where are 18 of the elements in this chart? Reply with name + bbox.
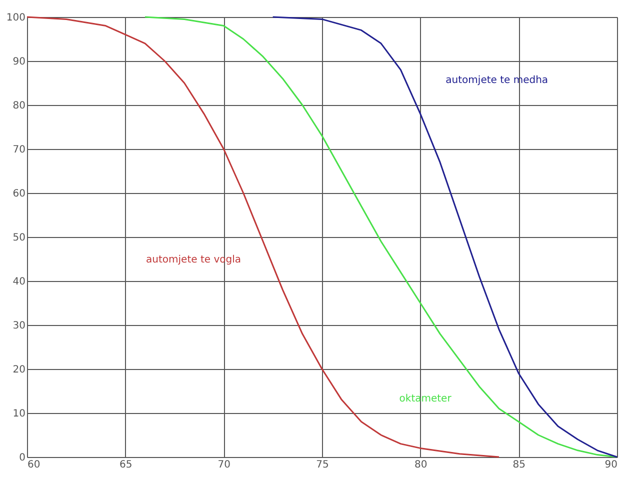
y-tick-label: 60 bbox=[12, 188, 26, 200]
y-tick-label: 70 bbox=[12, 144, 26, 156]
y-tick-label: 0 bbox=[19, 452, 26, 464]
y-tick-label: 30 bbox=[12, 320, 26, 332]
x-tick-label: 85 bbox=[512, 460, 526, 470]
y-tick-label: 90 bbox=[12, 56, 26, 68]
y-tick-label: 100 bbox=[6, 12, 26, 24]
y-tick-label: 40 bbox=[12, 276, 26, 288]
x-tick-label: 65 bbox=[119, 460, 132, 470]
x-tick-label: 70 bbox=[218, 460, 231, 470]
x-tick-label: 80 bbox=[414, 460, 428, 470]
y-tick-label: 80 bbox=[12, 100, 26, 112]
y-tick-label: 20 bbox=[12, 364, 26, 376]
x-tick-label: 60 bbox=[28, 460, 40, 470]
y-tick-label: 10 bbox=[12, 408, 26, 420]
x-tick-label: 75 bbox=[316, 460, 329, 470]
y-tick-label: 50 bbox=[12, 232, 26, 244]
x-tick-label: 90 bbox=[604, 460, 618, 470]
